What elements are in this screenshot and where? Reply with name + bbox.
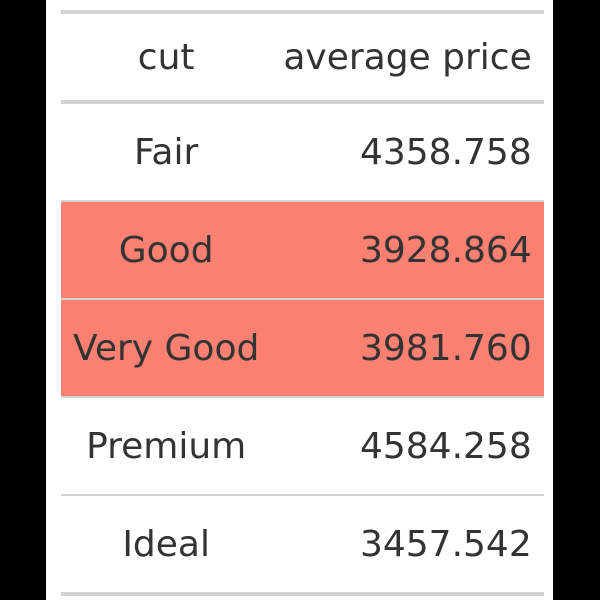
- table-row: Fair 4358.758: [61, 102, 544, 201]
- column-header-cut: cut: [61, 12, 272, 104]
- table-body: Fair 4358.758 Good 3928.864 Very Good 39…: [61, 102, 544, 594]
- cell-cut: Good: [61, 200, 272, 299]
- table-row: Good 3928.864: [61, 200, 544, 299]
- table-row: Premium 4584.258: [61, 396, 544, 495]
- cell-cut: Ideal: [61, 494, 272, 594]
- cell-cut: Very Good: [61, 298, 272, 397]
- table-row: Ideal 3457.542: [61, 494, 544, 594]
- table-row: Very Good 3981.760: [61, 298, 544, 397]
- cell-average-price: 3981.760: [271, 298, 544, 397]
- cell-cut: Premium: [61, 396, 272, 495]
- cell-cut: Fair: [134, 131, 199, 173]
- table-header: cut average price: [61, 12, 544, 104]
- header-row: cut average price: [61, 12, 544, 104]
- cell-average-price: 3928.864: [271, 200, 544, 299]
- column-header-average-price: average price: [271, 12, 544, 104]
- table-canvas: cut average price Fair 4358.758 Good 392…: [46, 0, 553, 600]
- cell-average-price: 3457.542: [271, 494, 544, 594]
- cell-average-price: 4358.758: [359, 131, 532, 173]
- summary-table: cut average price Fair 4358.758 Good 392…: [61, 10, 544, 596]
- cell-average-price: 4584.258: [271, 396, 544, 495]
